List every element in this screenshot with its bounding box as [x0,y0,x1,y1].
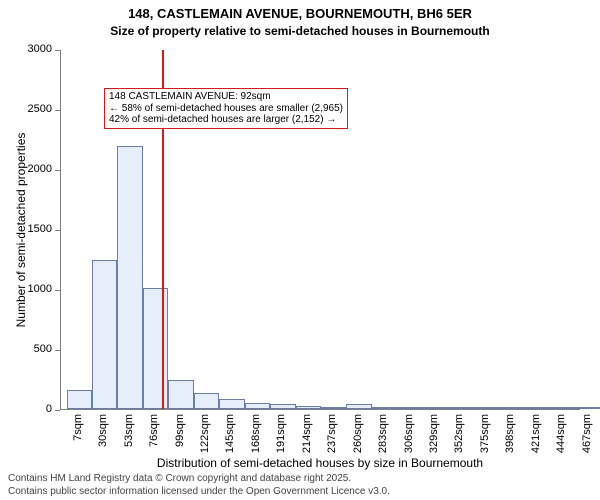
y-tick [55,110,60,111]
x-tick-label: 191sqm [275,414,287,454]
histogram-bar [525,407,550,409]
histogram-bar [168,380,193,409]
x-tick-label: 398sqm [504,414,516,454]
x-tick-label: 53sqm [123,414,135,454]
histogram-bar [575,407,600,409]
histogram-bar [499,407,524,409]
histogram-bar [550,407,575,409]
histogram-bar [67,390,92,409]
y-tick [55,230,60,231]
histogram-bar [92,260,117,409]
x-tick-label: 467sqm [581,414,593,454]
histogram-bar [474,407,499,409]
footer-copyright-2: Contains public sector information licen… [8,486,390,497]
y-tick [55,290,60,291]
histogram-bar [346,404,371,409]
x-tick-label: 306sqm [403,414,415,454]
x-tick-label: 283sqm [377,414,389,454]
x-tick-label: 7sqm [72,414,84,454]
y-tick-label: 2500 [0,103,52,115]
histogram-bar [296,406,321,409]
histogram-bar [423,407,448,409]
histogram-bar [321,407,346,409]
y-tick [55,410,60,411]
annotation-line-larger: 42% of semi-detached houses are larger (… [109,114,343,126]
histogram-bar [270,404,295,409]
x-tick-label: 76sqm [148,414,160,454]
x-tick-label: 122sqm [199,414,211,454]
x-tick-label: 145sqm [224,414,236,454]
histogram-bar [245,403,270,409]
x-tick-label: 237sqm [326,414,338,454]
x-tick-label: 444sqm [555,414,567,454]
x-tick-label: 352sqm [453,414,465,454]
chart-title: 148, CASTLEMAIN AVENUE, BOURNEMOUTH, BH6… [0,6,600,21]
histogram-bar [194,393,219,409]
x-tick-label: 168sqm [250,414,262,454]
chart-subtitle: Size of property relative to semi-detach… [0,24,600,38]
property-size-chart: 148, CASTLEMAIN AVENUE, BOURNEMOUTH, BH6… [0,0,600,500]
histogram-bar [117,146,142,409]
x-tick-label: 375sqm [479,414,491,454]
x-tick-label: 329sqm [428,414,440,454]
histogram-bar [219,399,244,409]
y-tick-label: 1000 [0,283,52,295]
histogram-bar [397,407,422,409]
annotation-heading: 148 CASTLEMAIN AVENUE: 92sqm [109,91,343,103]
x-tick-label: 260sqm [352,414,364,454]
y-tick-label: 3000 [0,43,52,55]
x-tick-label: 421sqm [530,414,542,454]
x-axis-label: Distribution of semi-detached houses by … [60,456,580,470]
y-tick-label: 500 [0,343,52,355]
histogram-bar [372,407,397,409]
y-tick [55,170,60,171]
plot-area: 148 CASTLEMAIN AVENUE: 92sqm ← 58% of se… [60,50,580,410]
footer-copyright-1: Contains HM Land Registry data © Crown c… [8,473,351,484]
y-tick-label: 0 [0,403,52,415]
histogram-bar [448,407,473,409]
y-tick-label: 1500 [0,223,52,235]
histogram-bar [143,288,168,409]
y-tick [55,50,60,51]
y-tick [55,350,60,351]
annotation-box: 148 CASTLEMAIN AVENUE: 92sqm ← 58% of se… [104,88,348,129]
y-tick-label: 2000 [0,163,52,175]
x-tick-label: 214sqm [301,414,313,454]
x-tick-label: 30sqm [97,414,109,454]
annotation-line-smaller: ← 58% of semi-detached houses are smalle… [109,103,343,115]
x-tick-label: 99sqm [174,414,186,454]
